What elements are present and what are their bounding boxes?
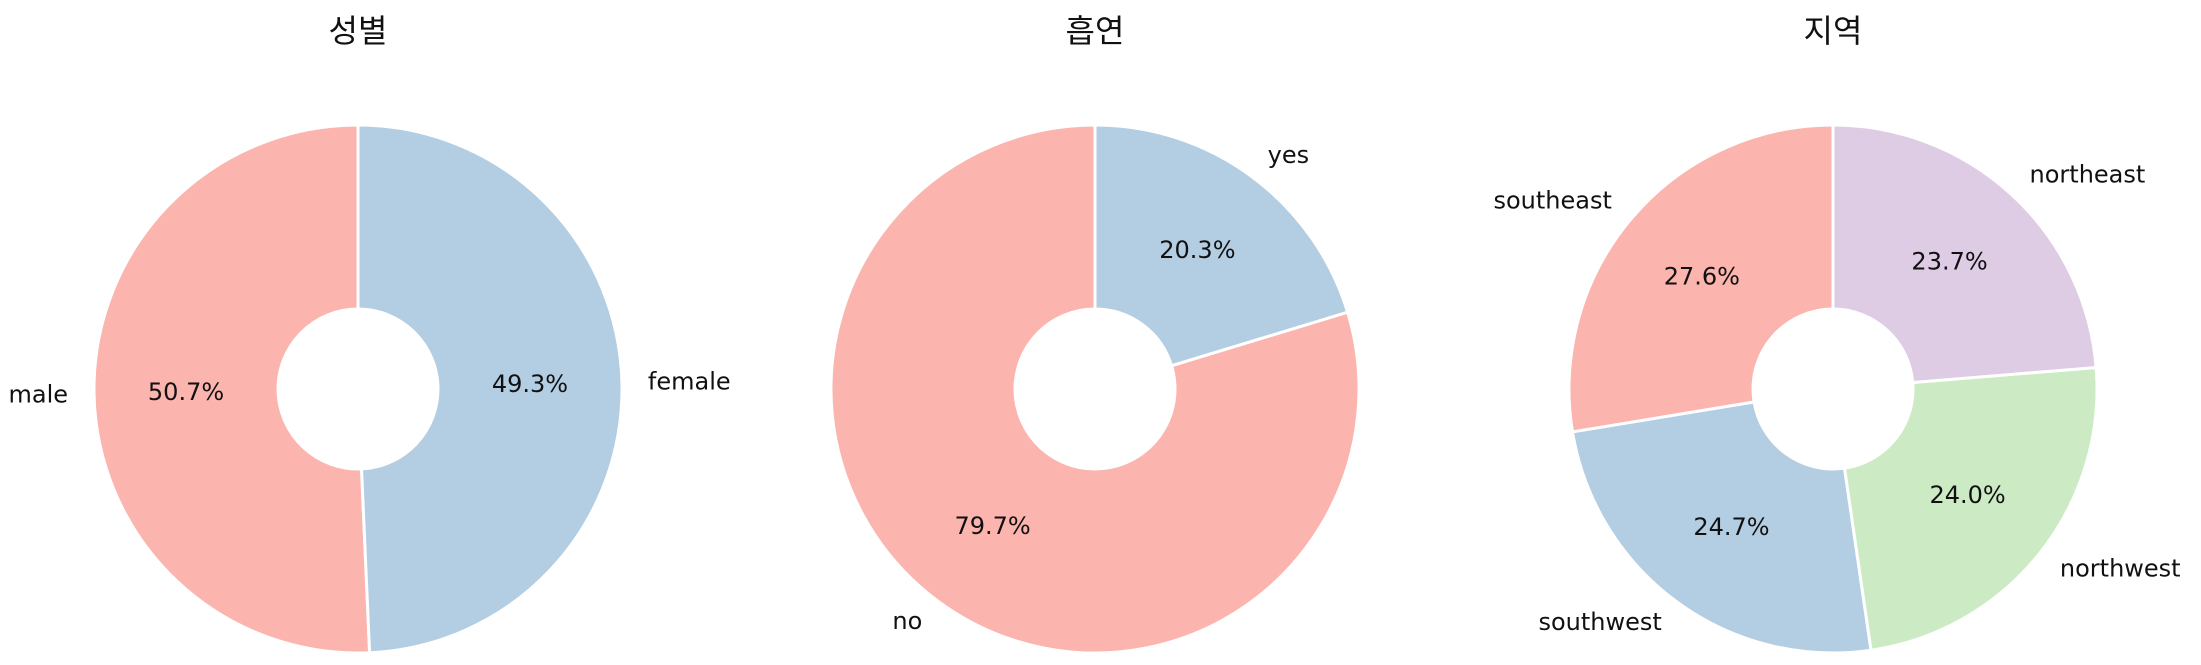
slice-label-smoker-yes: yes (1268, 141, 1309, 169)
chart-region: 지역 27.6% southeast 24.7% southwest 24.0% nort… (1493, 12, 2181, 655)
slice-label-region-southeast: southeast (1493, 186, 1611, 214)
slice-region-northeast (1831, 123, 2098, 385)
slice-label-region-northeast: northeast (2030, 161, 2146, 189)
slices-smoker: 79.7% no 20.3% yes (829, 123, 1361, 655)
slice-smoker-yes (1093, 123, 1350, 368)
slice-label-smoker-no: no (892, 607, 922, 635)
slice-sex-female (356, 123, 624, 655)
chart-title-sex: 성별 (329, 12, 388, 50)
slice-label-sex-male: male (9, 380, 69, 408)
slices-sex: 50.7% male 49.3% female (9, 123, 731, 655)
slices-region: 27.6% southeast 24.7% southwest 24.0% northwe… (1493, 123, 2181, 655)
slice-label-region-southwest: southwest (1538, 608, 1661, 636)
slice-label-region-northwest: northwest (2060, 555, 2181, 583)
pct-label-sex-male: 50.7% (148, 378, 224, 406)
slice-region-northwest (1842, 365, 2099, 652)
slice-sex-male (92, 123, 372, 655)
slice-region-southwest (1570, 400, 1873, 655)
slice-label-sex-female: female (648, 368, 731, 396)
pct-label-sex-female: 49.3% (492, 370, 568, 398)
slice-smoker-no (829, 123, 1361, 655)
pct-label-region-northwest: 24.0% (1929, 481, 2005, 509)
pct-label-region-northeast: 23.7% (1911, 248, 1987, 276)
chart-title-smoker: 흡연 (1066, 12, 1125, 50)
chart-sex: 성별 50.7% male 49.3% female (9, 12, 731, 655)
chart-smoker: 흡연 79.7% no 20.3% yes (829, 12, 1361, 655)
pct-label-region-southwest: 24.7% (1693, 513, 1769, 541)
slice-region-southeast (1567, 123, 1835, 434)
pct-label-region-southeast: 27.6% (1664, 263, 1740, 291)
pct-label-smoker-no: 79.7% (954, 512, 1030, 540)
pct-label-smoker-yes: 20.3% (1159, 236, 1235, 264)
chart-title-region: 지역 (1804, 12, 1863, 50)
